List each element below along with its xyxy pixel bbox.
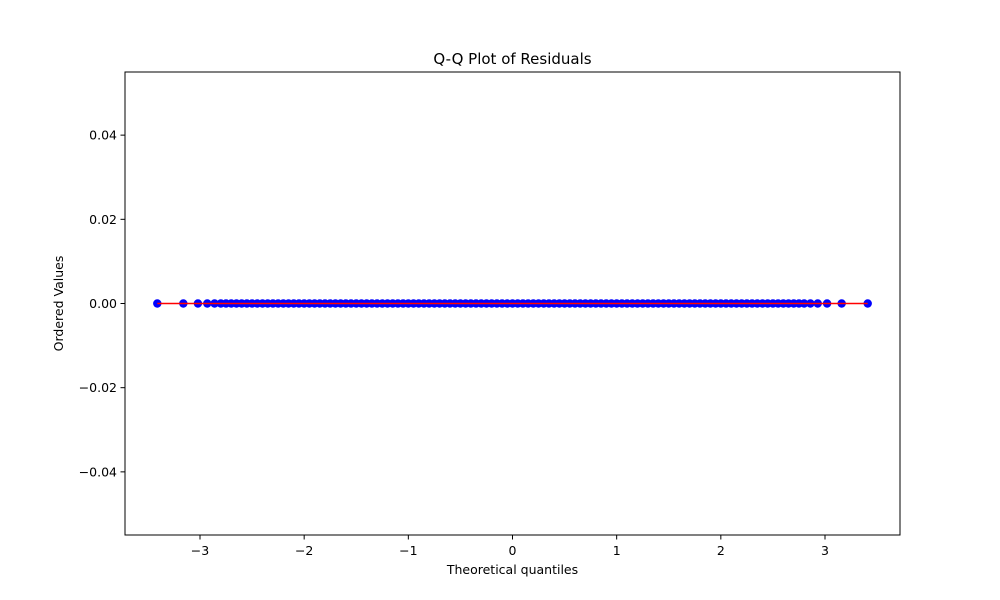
x-tick-label: −2 [295, 543, 313, 558]
plot-area [153, 299, 872, 308]
y-axis-ticks: −0.04 −0.02 0.00 0.02 0.04 [79, 128, 125, 479]
x-axis-ticks: −3 −2 −1 0 1 2 3 [191, 535, 829, 558]
y-tick-label: 0.04 [89, 128, 117, 143]
x-tick-label: 0 [509, 543, 517, 558]
x-tick-label: 3 [821, 543, 829, 558]
x-tick-label: 1 [613, 543, 621, 558]
x-tick-label: 2 [717, 543, 725, 558]
x-axis-label: Theoretical quantiles [446, 562, 578, 577]
y-tick-label: 0.00 [89, 296, 117, 311]
y-tick-label: −0.02 [79, 380, 117, 395]
y-tick-label: 0.02 [89, 212, 117, 227]
chart-title: Q-Q Plot of Residuals [433, 50, 591, 68]
x-tick-label: −3 [191, 543, 209, 558]
x-tick-label: −1 [399, 543, 417, 558]
y-axis-label: Ordered Values [51, 256, 66, 352]
y-tick-label: −0.04 [79, 464, 117, 479]
